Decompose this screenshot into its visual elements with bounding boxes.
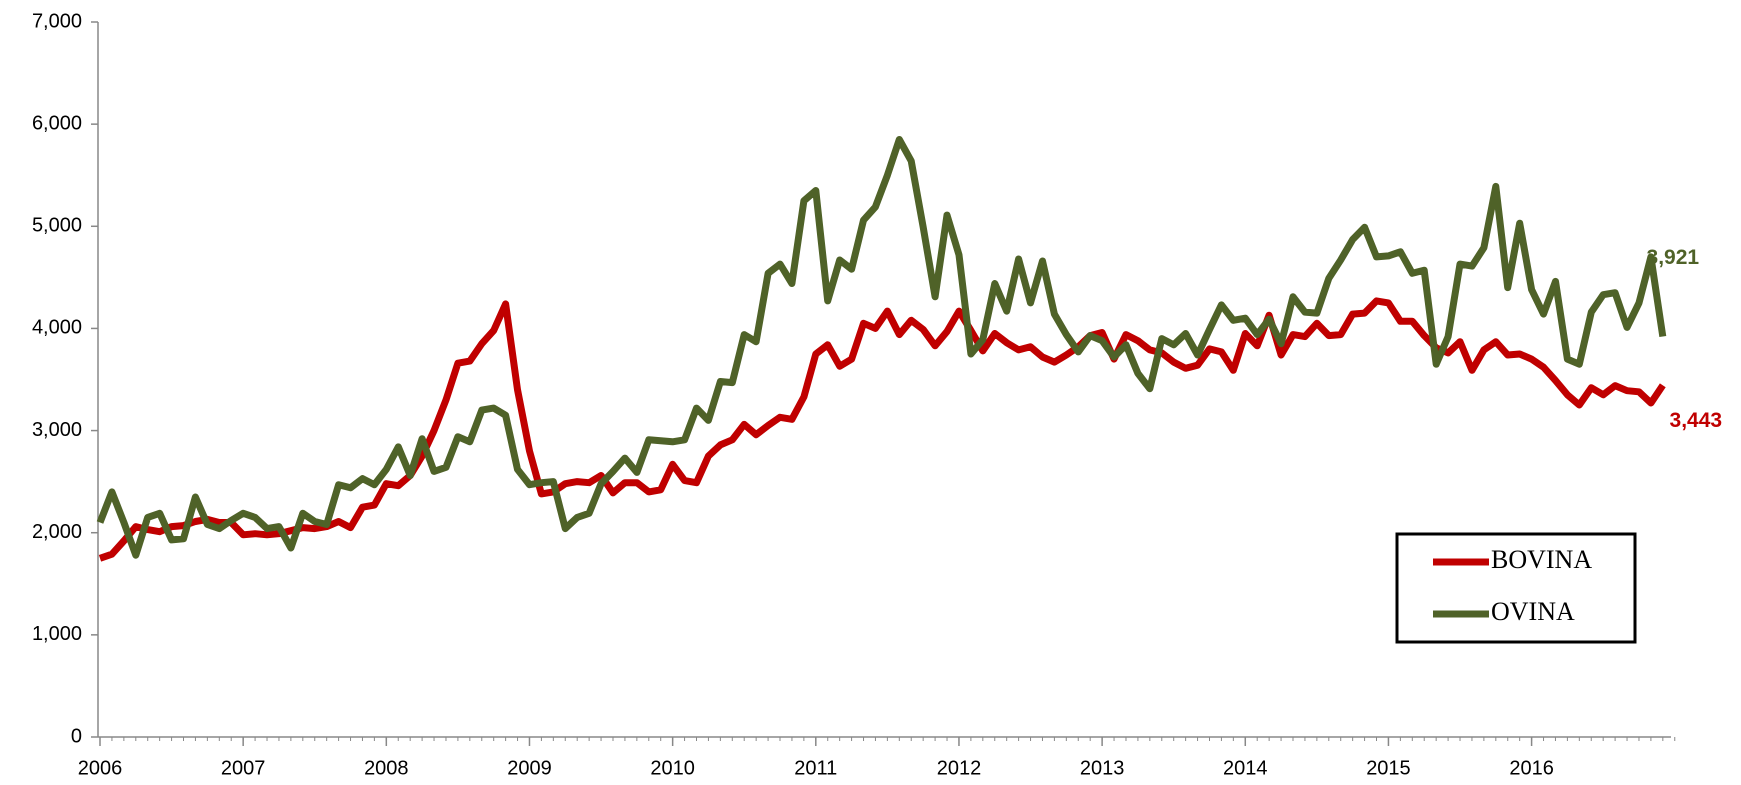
x-tick-label: 2016 <box>1509 757 1554 779</box>
x-tick-label: 2008 <box>364 757 409 779</box>
y-tick-label: 2,000 <box>32 521 82 543</box>
x-tick-label: 2009 <box>507 757 552 779</box>
y-tick-label: 1,000 <box>32 623 82 645</box>
legend-label: OVINA <box>1491 597 1575 626</box>
x-tick-label: 2011 <box>794 757 837 779</box>
y-tick-label: 3,000 <box>32 419 82 441</box>
x-tick-label: 2012 <box>937 757 982 779</box>
legend-label: BOVINA <box>1491 545 1592 574</box>
value-label: 3,921 <box>1647 246 1700 269</box>
y-tick-label: 6,000 <box>32 112 82 134</box>
series-line <box>98 297 1666 562</box>
x-tick-label: 2013 <box>1080 757 1125 779</box>
x-tick-label: 2007 <box>221 757 266 779</box>
y-tick-label: 0 <box>71 725 82 747</box>
y-tick-label: 7,000 <box>32 10 82 32</box>
legend-box <box>1395 532 1637 644</box>
y-tick-label: 4,000 <box>32 317 82 339</box>
x-tick-label: 2015 <box>1366 757 1411 779</box>
series-line <box>96 136 1667 559</box>
x-tick-label: 2006 <box>78 757 123 779</box>
x-tick-label: 2014 <box>1223 757 1268 779</box>
x-tick-label: 2010 <box>650 757 695 779</box>
value-label: 3,443 <box>1670 409 1723 432</box>
y-tick-label: 5,000 <box>32 215 82 237</box>
